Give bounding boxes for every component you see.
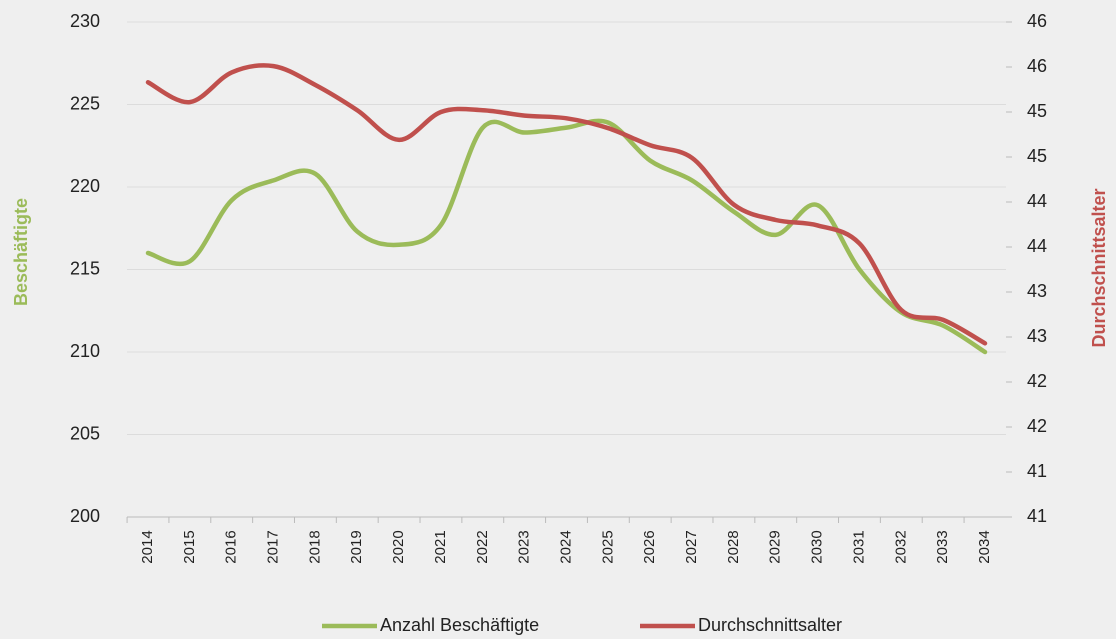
y-tick-label: 220	[70, 176, 100, 196]
y2-tick-label: 45	[1027, 146, 1047, 166]
x-tick-label: 2023	[516, 530, 533, 563]
y-tick-label: 210	[70, 341, 100, 361]
x-tick-label: 2016	[223, 530, 240, 563]
y2-tick-label: 44	[1027, 191, 1047, 211]
y2-tick-label: 41	[1027, 461, 1047, 481]
y2-tick-label: 43	[1027, 326, 1047, 346]
x-tick-label: 2027	[683, 530, 700, 563]
x-tick-label: 2024	[557, 530, 574, 563]
x-tick-label: 2025	[599, 530, 616, 563]
y-tick-label: 205	[70, 423, 100, 443]
y-tick-label: 215	[70, 258, 100, 278]
y2-tick-label: 45	[1027, 101, 1047, 121]
x-tick-label: 2026	[641, 530, 658, 563]
x-tick-label: 2019	[348, 530, 365, 563]
x-tick-label: 2034	[976, 530, 993, 563]
y-tick-label: 225	[70, 93, 100, 113]
x-tick-label: 2033	[934, 530, 951, 563]
x-tick-label: 2030	[809, 530, 826, 563]
y2-tick-label: 46	[1027, 56, 1047, 76]
x-tick-label: 2020	[390, 530, 407, 563]
y-axis-label: Beschäftigte	[11, 198, 31, 306]
x-tick-label: 2031	[850, 530, 867, 563]
y2-tick-label: 46	[1027, 11, 1047, 31]
x-tick-label: 2032	[892, 530, 909, 563]
x-tick-label: 2028	[725, 530, 742, 563]
y2-tick-label: 42	[1027, 416, 1047, 436]
x-tick-label: 2029	[767, 530, 784, 563]
y2-tick-label: 41	[1027, 506, 1047, 526]
x-tick-label: 2015	[181, 530, 198, 563]
line	[145, 118, 988, 355]
x-tick-label: 2021	[432, 530, 449, 563]
line	[145, 63, 988, 346]
y2-tick-label: 42	[1027, 371, 1047, 391]
y-tick-label: 200	[70, 506, 100, 526]
x-tick-label: 2018	[306, 530, 323, 563]
x-tick-label: 2014	[139, 530, 156, 563]
legend-label: Anzahl Beschäftigte	[380, 615, 539, 635]
y-tick-label: 230	[70, 11, 100, 31]
x-tick-label: 2017	[265, 530, 282, 563]
x-tick-label: 2022	[474, 530, 491, 563]
y2-tick-label: 43	[1027, 281, 1047, 301]
y2-axis-label: Durchschnittsalter	[1089, 188, 1109, 347]
y2-tick-label: 44	[1027, 236, 1047, 256]
legend-label: Durchschnittsalter	[698, 615, 842, 635]
